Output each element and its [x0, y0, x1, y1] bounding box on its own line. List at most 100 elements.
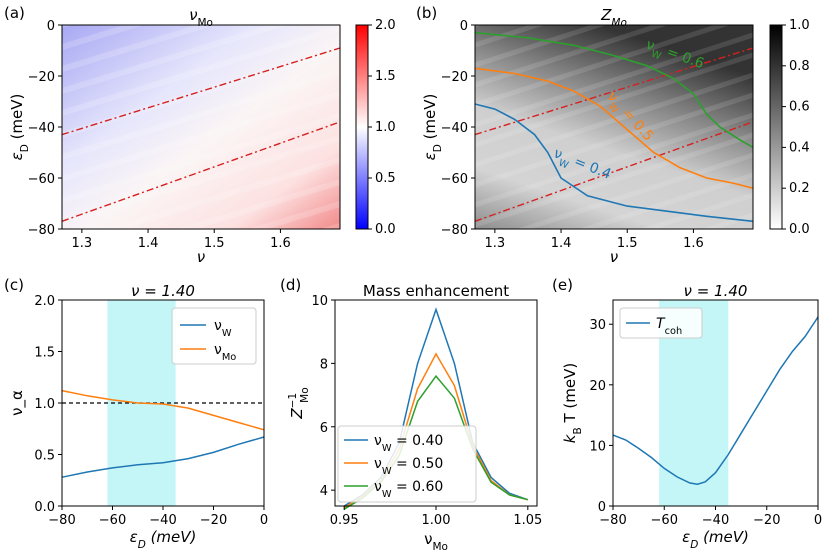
heatmap-band [62, 91, 340, 182]
x-tick-label: −40 [149, 513, 176, 528]
y-tick-label: 0 [460, 19, 468, 34]
colorbar-tick-label: 0.6 [789, 100, 810, 115]
y-tick-label: 8 [320, 357, 328, 372]
y-tick-label: −80 [28, 223, 55, 238]
colorbar-tick-label: 1.0 [375, 120, 396, 135]
colorbar-tick-label: 0.4 [789, 140, 810, 155]
y-tick-label: −60 [441, 172, 468, 187]
legend [337, 425, 477, 503]
y-tick-label: −20 [28, 70, 55, 85]
heatmap-band [62, 25, 145, 50]
legend-label: νMo [214, 342, 236, 363]
series-line [61, 389, 265, 431]
colorbar-tick-label: 0.2 [789, 181, 810, 196]
panel-label: (b) [416, 4, 437, 22]
panel-label: (e) [552, 276, 573, 294]
panel-b-title: ZMo [600, 6, 627, 29]
heatmap-band [247, 201, 340, 229]
heatmap-band [62, 69, 340, 160]
y-tick-label: 1.0 [34, 397, 55, 412]
heatmap-band [62, 25, 340, 116]
y-tick-label: 6 [320, 421, 328, 436]
contour-line [474, 31, 754, 149]
heatmap-band [319, 223, 340, 229]
panel-c-ylabel: ν_α [8, 390, 27, 416]
contour-line [474, 67, 754, 189]
dashdot-line [61, 47, 341, 136]
contour-line [474, 103, 754, 223]
colorbar-tick-label: 0.0 [789, 222, 810, 237]
colorbar-tick-label: 2.0 [375, 18, 396, 33]
x-tick-label: −60 [99, 513, 126, 528]
heatmap-field [62, 25, 340, 229]
panel-a-xlabel: ν [197, 248, 205, 266]
colorbar-tick-label: 0.5 [375, 171, 396, 186]
y-tick-label: 0.5 [34, 449, 55, 464]
x-tick-label: 0 [260, 513, 268, 528]
y-tick-label: 10 [589, 439, 606, 454]
legend-label: νW [214, 318, 232, 339]
x-tick-label: −20 [753, 513, 780, 528]
legend-label: Tcoh [656, 316, 682, 337]
x-tick-label: 1.05 [513, 513, 542, 528]
y-tick-label: 0.0 [34, 500, 55, 515]
heatmap-band [475, 25, 669, 88]
panel-b-xlabel: ν [610, 248, 618, 266]
series-line [61, 436, 265, 478]
heatmap-band [475, 72, 753, 168]
panel-c-title: ν = 1.40 [131, 282, 195, 300]
y-tick-label: 10 [311, 294, 328, 309]
panel-e-ylabel: kB T (meV) [561, 363, 584, 443]
heatmap-band [475, 92, 753, 188]
panel-label: (a) [4, 4, 25, 22]
y-tick-label: 0 [47, 19, 55, 34]
panel-d-ylabel: Z−1Mo [287, 387, 311, 419]
heatmap-band [62, 25, 217, 72]
dashdot-line [474, 47, 754, 136]
x-tick-label: 1.3 [485, 236, 506, 251]
x-tick-label: 1.5 [204, 236, 225, 251]
x-tick-label: −60 [651, 513, 678, 528]
x-tick-label: −20 [200, 513, 227, 528]
x-tick-label: 1.6 [270, 236, 291, 251]
panel-a-title: νMo [189, 6, 213, 29]
heatmap-band [176, 179, 340, 229]
x-tick-label: 1.00 [422, 513, 451, 528]
heatmap-band [104, 157, 340, 229]
heatmap-band [62, 113, 340, 204]
x-tick-label: 1.4 [551, 236, 572, 251]
y-tick-label: 20 [589, 379, 606, 394]
series-line [612, 316, 819, 485]
panel-label: (d) [280, 276, 301, 294]
legend-label: νW = 0.60 [374, 479, 443, 500]
panel-c-xlabel: εD (meV) [130, 528, 197, 551]
heatmap-band [62, 135, 340, 226]
y-tick-label: 2.0 [34, 294, 55, 309]
heatmap-band [475, 32, 753, 128]
panel-e-xlabel: εD (meV) [682, 528, 749, 551]
y-tick-label: 4 [320, 484, 328, 499]
x-tick-label: 1.6 [683, 236, 704, 251]
y-tick-label: −20 [441, 70, 468, 85]
heatmap-field [475, 25, 753, 229]
heatmap-band [475, 25, 731, 108]
panel-b-ylabel: εD (meV) [421, 94, 444, 161]
colorbar-tick-label: 1.0 [789, 18, 810, 33]
heatmap-band [475, 112, 753, 208]
colorbar-tick-label: 1.5 [375, 69, 396, 84]
y-tick-label: −40 [441, 121, 468, 136]
heatmap-band [475, 132, 753, 228]
legend-label: νW = 0.40 [374, 433, 443, 454]
heatmap-band [516, 152, 753, 229]
legend [171, 307, 257, 365]
x-tick-label: −80 [599, 513, 626, 528]
y-tick-label: −60 [28, 172, 55, 187]
dashdot-line [61, 121, 341, 222]
x-tick-label: 1.4 [138, 236, 159, 251]
panel-d-title: Mass enhancement [363, 282, 509, 300]
dashdot-line [474, 121, 754, 222]
y-tick-label: 30 [589, 318, 606, 333]
x-tick-label: 0 [814, 513, 822, 528]
heatmap-band [475, 25, 545, 48]
heatmap-band [475, 52, 753, 148]
